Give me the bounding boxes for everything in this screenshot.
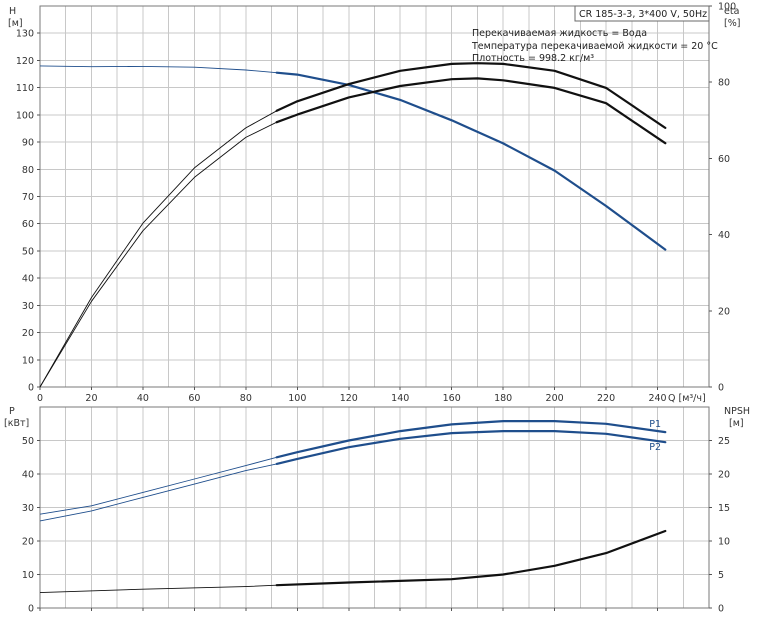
power-y-tick-label: 20 bbox=[22, 537, 34, 548]
npsh-axis-label: NPSH bbox=[724, 406, 750, 417]
fluid-info: Перекачиваемая жидкость = Вода bbox=[472, 28, 647, 39]
series-eta-2-line bbox=[39, 77, 666, 388]
series-h-operating-range bbox=[275, 71, 667, 251]
head-y-tick-label: 130 bbox=[16, 29, 34, 40]
head-axis-unit: [м] bbox=[8, 18, 23, 29]
head-series bbox=[39, 62, 667, 388]
head-y-tick-label: 110 bbox=[16, 83, 34, 94]
power-y-tick-label: 10 bbox=[22, 570, 34, 581]
x-tick-label: 100 bbox=[288, 393, 306, 404]
x-tick-label: 220 bbox=[597, 393, 615, 404]
series-p2-label: P2 bbox=[649, 442, 661, 453]
head-y2-tick-label: 60 bbox=[718, 154, 730, 165]
power-y2-tick-label: 10 bbox=[718, 537, 730, 548]
power-y-tick-label: 50 bbox=[22, 436, 34, 447]
power-y2-tick-label: 25 bbox=[718, 436, 730, 447]
series-p2-operating-range bbox=[275, 430, 667, 465]
x-tick-label: 140 bbox=[391, 393, 409, 404]
x-tick-label: 80 bbox=[240, 393, 252, 404]
eta-axis-label: eta bbox=[724, 6, 739, 17]
power-series: P1 P2 bbox=[39, 419, 667, 594]
head-axes: 0 20 40 60 80 100 120 140 160 180 200 220 2400102030… bbox=[16, 2, 736, 405]
power-y-tick-label: 30 bbox=[22, 503, 34, 514]
head-y-tick-label: 120 bbox=[16, 56, 34, 67]
series-p1-operating-range bbox=[275, 420, 667, 459]
x-tick-label: 20 bbox=[85, 393, 97, 404]
npsh-axis-unit: [м] bbox=[729, 418, 744, 429]
head-efficiency-panel: 0 20 40 60 80 100 120 140 160 180 200 220 2400102030… bbox=[8, 2, 740, 405]
density-info: Плотность = 998.2 кг/м³ bbox=[472, 53, 594, 64]
head-y2-tick-label: 100 bbox=[718, 2, 736, 13]
head-y-tick-label: 60 bbox=[22, 219, 34, 230]
x-tick-label: 60 bbox=[188, 393, 200, 404]
series-eta-2-operating-range bbox=[275, 77, 667, 145]
head-y-tick-label: 40 bbox=[22, 274, 34, 285]
power-y2-tick-label: 15 bbox=[718, 503, 730, 514]
temperature-info: Температура перекачиваемой жидкости = 20… bbox=[471, 41, 718, 52]
power-y-tick-label: 0 bbox=[28, 604, 34, 615]
power-y2-tick-label: 20 bbox=[718, 470, 730, 481]
model-label-box bbox=[574, 5, 710, 22]
head-y2-tick-label: 40 bbox=[718, 230, 730, 241]
series-npsh-operating-range bbox=[275, 529, 667, 587]
head-y-tick-label: 20 bbox=[22, 328, 34, 339]
head-y2-tick-label: 20 bbox=[718, 306, 730, 317]
flow-axis-label: Q [м³/ч] bbox=[668, 393, 706, 404]
power-axes: 0 10 20 30 40 50 0 5 10 15 20 25 bbox=[22, 436, 730, 615]
head-y-tick-label: 90 bbox=[22, 138, 34, 149]
head-grid bbox=[40, 6, 709, 387]
head-y2-tick-label: 80 bbox=[718, 78, 730, 89]
power-y2-tick-label: 5 bbox=[718, 570, 724, 581]
power-y2-tick-label: 0 bbox=[718, 604, 724, 615]
series-eta-1-operating-range bbox=[275, 62, 667, 129]
power-axis-unit: [кВт] bbox=[4, 418, 29, 429]
head-y-tick-label: 10 bbox=[22, 355, 34, 366]
x-tick-label: 180 bbox=[494, 393, 512, 404]
power-y-tick-label: 40 bbox=[22, 470, 34, 481]
head-y-tick-label: 100 bbox=[16, 110, 34, 121]
head-y-tick-label: 50 bbox=[22, 246, 34, 257]
head-y-tick-label: 70 bbox=[22, 192, 34, 203]
x-tick-label: 200 bbox=[546, 393, 564, 404]
x-tick-label: 40 bbox=[137, 393, 149, 404]
head-y-tick-label: 30 bbox=[22, 301, 34, 312]
head-y2-tick-label: 0 bbox=[718, 383, 724, 394]
series-p1-label: P1 bbox=[649, 419, 661, 430]
head-y-tick-label: 80 bbox=[22, 165, 34, 176]
x-tick-label: 160 bbox=[443, 393, 461, 404]
x-tick-label: 120 bbox=[340, 393, 358, 404]
power-axis-label: P bbox=[9, 406, 15, 417]
head-axis-label: H bbox=[9, 6, 16, 17]
eta-axis-unit: [%] bbox=[724, 18, 740, 29]
x-tick-label: 240 bbox=[648, 393, 666, 404]
model-label: CR 185-3-3, 3*400 V, 50Hz bbox=[579, 9, 707, 20]
power-grid bbox=[40, 407, 709, 608]
series-eta-1-line bbox=[39, 62, 666, 388]
head-y-tick-label: 0 bbox=[28, 383, 34, 394]
x-tick-label: 0 bbox=[37, 393, 43, 404]
